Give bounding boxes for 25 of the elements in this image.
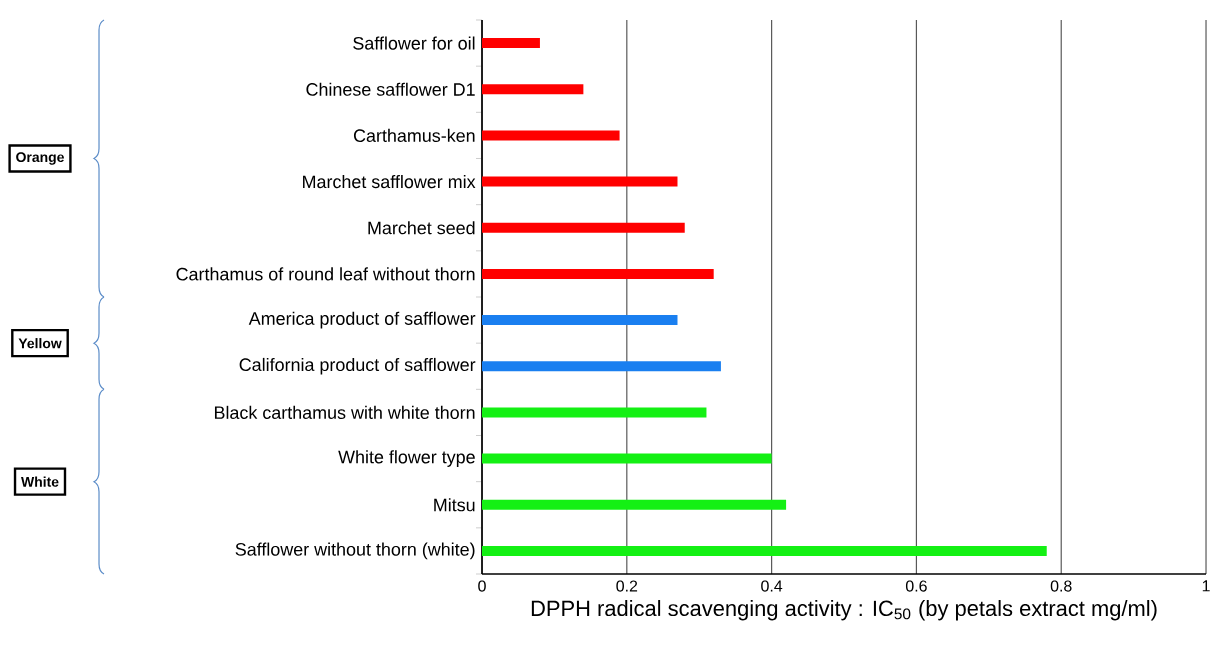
bar — [482, 176, 678, 187]
bar — [482, 453, 772, 464]
bar — [482, 268, 714, 279]
x-axis-title: DPPH radical scavenging activity : IC$_{50}$ (by petals extract mg/ml) — [531, 600, 1157, 621]
y-tick-label: Mitsu — [434, 498, 475, 512]
bar — [482, 222, 685, 233]
bar — [482, 499, 787, 510]
y-tick-label: Carthamus-ken — [353, 128, 475, 143]
bar — [482, 407, 707, 418]
y-tick-label: Marchet safflower mix — [303, 174, 476, 189]
y-tick-label: Safflower for oil — [353, 36, 475, 50]
y-tick-label: Black carthamus with white thorn — [214, 405, 475, 420]
bar — [482, 361, 721, 372]
y-tick-label: Safflower without thorn (white) — [235, 542, 475, 560]
bar — [482, 545, 1047, 556]
bar — [482, 38, 540, 49]
bar — [482, 315, 678, 326]
bar — [482, 130, 620, 141]
y-tick-label: America product of safflower — [248, 311, 476, 329]
y-tick-label: Chinese safflower D1 — [306, 82, 475, 96]
bar — [482, 84, 584, 95]
y-tick-label: Carthamus of round leaf without thorn — [176, 267, 475, 281]
y-tick-label: Marchet seed — [368, 221, 475, 235]
y-tick-label: White flower type — [338, 450, 475, 467]
y-tick-label: California product of safflower — [239, 357, 476, 375]
